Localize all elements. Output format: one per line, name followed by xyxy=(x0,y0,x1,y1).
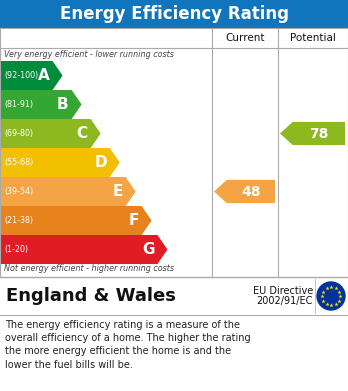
Polygon shape xyxy=(0,61,63,90)
Text: EU Directive: EU Directive xyxy=(253,286,313,296)
Text: (39-54): (39-54) xyxy=(4,187,33,196)
Bar xyxy=(0,28,348,48)
Polygon shape xyxy=(214,180,275,203)
Circle shape xyxy=(317,282,345,310)
Polygon shape xyxy=(0,177,136,206)
Text: (92-100): (92-100) xyxy=(4,71,38,80)
Text: (21-38): (21-38) xyxy=(4,216,33,225)
Text: E: E xyxy=(112,184,123,199)
Text: The energy efficiency rating is a measure of the
overall efficiency of a home. T: The energy efficiency rating is a measur… xyxy=(5,320,251,369)
Text: Very energy efficient - lower running costs: Very energy efficient - lower running co… xyxy=(4,50,174,59)
Text: 2002/91/EC: 2002/91/EC xyxy=(256,296,313,306)
Text: (81-91): (81-91) xyxy=(4,100,33,109)
Text: 48: 48 xyxy=(241,185,261,199)
Text: 78: 78 xyxy=(309,127,329,140)
Bar xyxy=(0,28,348,277)
Text: England & Wales: England & Wales xyxy=(6,287,176,305)
Text: D: D xyxy=(94,155,107,170)
Polygon shape xyxy=(0,206,152,235)
Text: Potential: Potential xyxy=(290,33,336,43)
Polygon shape xyxy=(280,122,345,145)
Text: (1-20): (1-20) xyxy=(4,245,28,254)
Text: Current: Current xyxy=(225,33,265,43)
Text: A: A xyxy=(38,68,49,83)
Polygon shape xyxy=(0,235,167,264)
Text: Not energy efficient - higher running costs: Not energy efficient - higher running co… xyxy=(4,264,174,273)
Text: F: F xyxy=(128,213,139,228)
Text: (69-80): (69-80) xyxy=(4,129,33,138)
Bar xyxy=(0,315,348,391)
Text: B: B xyxy=(57,97,69,112)
Text: (55-68): (55-68) xyxy=(4,158,33,167)
Text: G: G xyxy=(142,242,155,257)
Text: C: C xyxy=(77,126,88,141)
Bar xyxy=(0,0,348,28)
Polygon shape xyxy=(0,119,101,148)
Text: Energy Efficiency Rating: Energy Efficiency Rating xyxy=(60,5,288,23)
Polygon shape xyxy=(0,90,82,119)
Bar xyxy=(0,277,348,315)
Polygon shape xyxy=(0,148,120,177)
